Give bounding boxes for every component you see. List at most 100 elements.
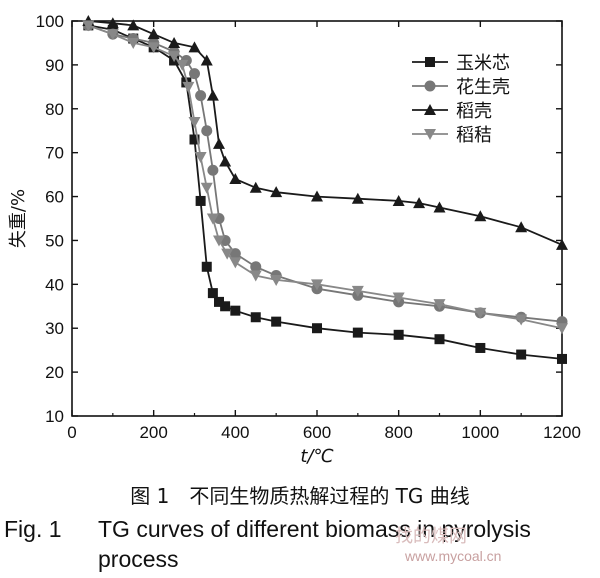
x-tick-label: 1200 <box>543 423 581 442</box>
legend-label: 玉米芯 <box>456 53 510 74</box>
data-point <box>127 19 140 31</box>
data-point <box>221 248 234 260</box>
data-point <box>557 353 567 364</box>
caption-english: Fig. 1 TG curves of different biomass in … <box>4 514 600 574</box>
x-axis-label: t/℃ <box>300 446 333 467</box>
data-point <box>201 261 212 272</box>
data-point <box>351 192 364 204</box>
data-point <box>249 270 262 282</box>
caption-english-line1: TG curves of different biomass in pyroly… <box>98 516 531 542</box>
data-point <box>206 213 219 225</box>
data-point <box>213 137 225 149</box>
x-tick-label: 1000 <box>461 423 499 442</box>
series-4 <box>82 20 568 335</box>
data-point <box>147 42 160 54</box>
y-tick-label: 100 <box>36 12 64 31</box>
data-point <box>516 349 527 360</box>
chart-axes: 0 200 400 600 800 1000 1200 10 20 30 40 50 60 70 80 90 1… <box>8 12 581 467</box>
x-tick-label: 600 <box>303 423 331 442</box>
data-point <box>188 41 201 53</box>
data-point <box>474 307 487 319</box>
data-point <box>351 285 364 297</box>
data-point <box>229 173 242 184</box>
data-point <box>220 301 231 312</box>
data-point <box>106 17 119 29</box>
data-point <box>229 248 241 260</box>
data-point <box>194 152 207 164</box>
data-point <box>213 235 225 247</box>
data-point <box>413 197 426 209</box>
data-point <box>475 342 486 353</box>
y-tick-label: 20 <box>45 363 64 382</box>
data-point <box>311 190 323 202</box>
x-tick-label: 400 <box>221 423 249 442</box>
data-point <box>206 89 219 101</box>
data-point <box>201 125 213 137</box>
data-point <box>392 292 405 304</box>
series-line <box>88 24 563 360</box>
data-point <box>176 59 189 71</box>
data-point <box>311 279 323 291</box>
legend-label: 稻壳 <box>456 101 492 122</box>
data-point <box>249 181 262 193</box>
data-point <box>270 186 283 198</box>
legend-marker <box>424 129 436 140</box>
data-point <box>515 314 528 326</box>
data-point <box>207 164 219 176</box>
data-point <box>214 296 224 307</box>
data-point <box>207 288 218 299</box>
data-point <box>189 134 200 145</box>
data-point <box>189 68 200 80</box>
data-point <box>393 329 404 340</box>
data-point <box>515 221 528 233</box>
legend-marker <box>424 80 436 92</box>
data-point <box>230 305 241 316</box>
legend-marker <box>424 104 436 115</box>
data-point <box>474 210 487 222</box>
data-point <box>200 182 213 194</box>
data-point <box>168 51 181 63</box>
data-point <box>434 334 445 345</box>
y-tick-label: 40 <box>45 275 64 294</box>
caption-chinese: 图 1 不同生物质热解过程的 TG 曲线 <box>130 484 470 508</box>
y-tick-label: 10 <box>45 407 64 426</box>
data-point <box>229 257 242 269</box>
data-point <box>106 29 119 41</box>
y-tick-label: 80 <box>45 100 64 119</box>
x-tick-label: 0 <box>67 423 76 442</box>
tg-chart: 0 200 400 600 800 1000 1200 10 20 30 40 50 60 70 80 90 1… <box>8 12 581 467</box>
caption-figure-label: Fig. 1 <box>4 516 62 542</box>
data-point <box>195 90 207 102</box>
series-line <box>87 24 563 323</box>
data-point <box>352 327 363 338</box>
data-point <box>271 316 282 327</box>
x-tick-label: 800 <box>384 423 412 442</box>
data-point <box>219 155 232 167</box>
data-point <box>182 81 195 93</box>
data-point <box>195 195 206 206</box>
data-point <box>188 116 201 128</box>
watermark: www.mycoal.cn <box>405 548 502 564</box>
watermark-logo-text: 找的煤网 <box>395 526 467 547</box>
data-point <box>392 194 405 206</box>
series-layer <box>82 15 568 364</box>
y-tick-label: 30 <box>45 319 64 338</box>
data-point <box>433 201 446 213</box>
data-point <box>556 323 568 335</box>
y-tick-label: 60 <box>45 188 64 207</box>
data-point <box>200 54 213 66</box>
y-axis-label: 失重/% <box>8 189 29 248</box>
data-point <box>556 238 568 250</box>
data-point <box>312 323 322 334</box>
data-point <box>82 20 95 32</box>
data-point <box>147 28 160 40</box>
y-tick-label: 50 <box>45 231 64 250</box>
data-point <box>270 274 283 286</box>
data-point <box>433 299 446 311</box>
data-point <box>127 37 140 49</box>
x-tick-label: 200 <box>139 423 167 442</box>
legend-label: 花生壳 <box>456 77 510 98</box>
caption-english-line2: process <box>98 546 179 572</box>
y-tick-label: 90 <box>45 56 64 75</box>
